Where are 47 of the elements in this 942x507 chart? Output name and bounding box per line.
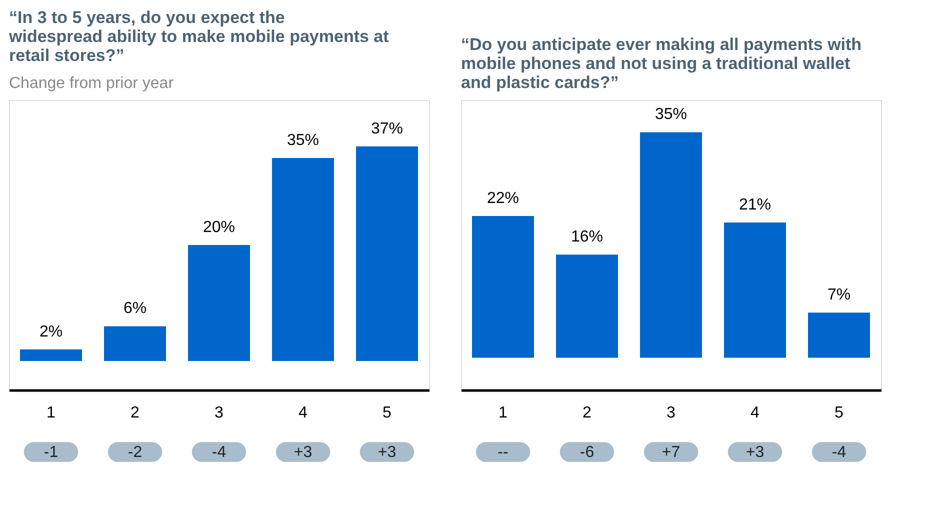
data-label: 37%	[370, 120, 404, 138]
data-label: 35%	[286, 132, 320, 149]
text: +7	[662, 444, 680, 461]
data-label: 7%	[827, 286, 851, 304]
text: -4	[832, 444, 846, 461]
text: retail stores?”	[9, 46, 124, 65]
data-label: 16%	[570, 228, 604, 246]
x-tick-label: 3	[666, 404, 676, 422]
x-tick-label: 4	[298, 404, 308, 422]
x-tick-label: 2	[130, 404, 140, 422]
text: mobile phones and not using a traditional wallet	[461, 54, 850, 73]
x-tick-label: 5	[834, 404, 844, 422]
x-tick-label: 3	[214, 404, 224, 422]
bar	[724, 222, 786, 358]
chart-subtitle: Change from prior year	[9, 75, 174, 92]
data-label: 2%	[39, 323, 63, 340]
x-tick-label: 2	[582, 404, 592, 422]
text: +3	[294, 444, 312, 461]
bar	[472, 216, 534, 358]
bar	[808, 312, 870, 358]
text: -1	[44, 444, 58, 461]
text: and plastic cards?”	[461, 73, 619, 92]
data-label: 22%	[486, 190, 520, 207]
x-tick-label: 5	[382, 404, 392, 422]
text: “Do you anticipate ever making all payments with	[461, 35, 862, 54]
bar	[640, 132, 702, 358]
data-label: 20%	[202, 219, 236, 236]
x-tick-label: 1	[46, 404, 56, 422]
bar	[20, 349, 82, 361]
text: +3	[378, 444, 396, 461]
text: -2	[128, 444, 142, 461]
bar	[188, 245, 250, 361]
text: --	[498, 444, 508, 461]
text: -4	[212, 444, 226, 461]
text: “In 3 to 5 years, do you expect the	[9, 8, 285, 27]
x-tick-label: 4	[750, 404, 760, 422]
text: -6	[580, 444, 594, 461]
data-label: 6%	[123, 300, 147, 318]
bar	[272, 158, 334, 361]
text: +3	[746, 444, 764, 461]
data-label: 35%	[654, 106, 688, 124]
bar	[356, 146, 418, 361]
data-label: 21%	[738, 196, 772, 214]
bar	[556, 254, 618, 358]
x-tick-label: 1	[498, 404, 508, 422]
bar	[104, 326, 166, 361]
text: widespread ability to make mobile payments at	[9, 27, 389, 46]
